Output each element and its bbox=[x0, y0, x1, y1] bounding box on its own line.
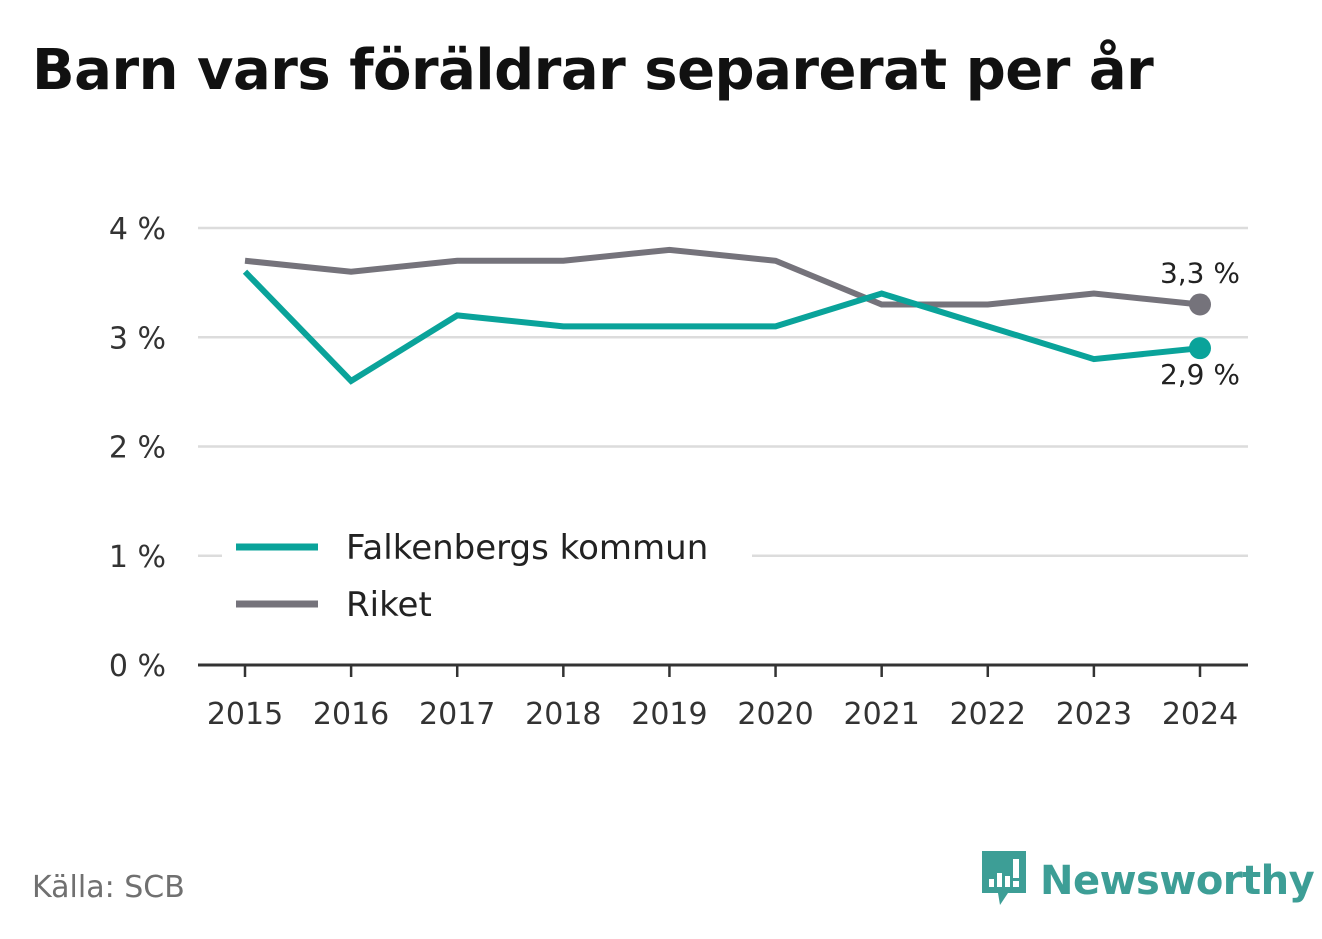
newsworthy-chat-bars-icon bbox=[980, 849, 1028, 913]
x-tick-label: 2021 bbox=[843, 697, 919, 732]
data-label: 3,3 % bbox=[1160, 256, 1240, 289]
legend-label: Riket bbox=[346, 585, 432, 625]
y-axis: 0 % 1 % 2 % 3 % 4 % bbox=[109, 212, 166, 684]
x-tick-label: 2022 bbox=[950, 697, 1026, 732]
series-end-point bbox=[1189, 337, 1211, 360]
y-tick-label: 0 % bbox=[109, 649, 166, 684]
brand-name: Newsworthy bbox=[1040, 858, 1315, 904]
line-chart: 0 % 1 % 2 % 3 % 4 % 2015 2016 2017 2018 2019 2020… bbox=[109, 212, 1248, 732]
data-label: 2,9 % bbox=[1160, 358, 1240, 391]
series-line bbox=[244, 246, 1201, 308]
legend: Falkenbergs kommun Riket bbox=[222, 519, 752, 628]
y-tick-label: 2 % bbox=[109, 431, 166, 466]
gridlines bbox=[198, 226, 1248, 557]
y-tick-label: 3 % bbox=[109, 321, 166, 356]
x-tick-label: 2016 bbox=[313, 697, 389, 732]
x-tick-label: 2020 bbox=[737, 697, 813, 732]
x-tick-label: 2017 bbox=[419, 697, 495, 732]
y-tick-label: 1 % bbox=[109, 540, 166, 575]
x-tick-label: 2018 bbox=[525, 697, 601, 732]
source-note: Källa: SCB bbox=[32, 870, 185, 905]
x-tick-label: 2023 bbox=[1056, 697, 1132, 732]
series-line bbox=[242, 269, 1201, 385]
chart-title: Barn vars föräldrar separerat per år bbox=[32, 38, 1154, 103]
brand-logo: Newsworthy bbox=[980, 849, 1315, 913]
x-tick-label: 2015 bbox=[207, 697, 283, 732]
x-axis: 2015 2016 2017 2018 2019 2020 2021 2022 2023 2024 bbox=[198, 663, 1248, 732]
x-tick-label: 2024 bbox=[1162, 697, 1238, 732]
series-end-point bbox=[1189, 293, 1211, 316]
legend-label: Falkenbergs kommun bbox=[346, 528, 708, 568]
x-tick-label: 2019 bbox=[631, 697, 707, 732]
series: 2,9 % 3,3 % bbox=[242, 246, 1240, 391]
y-tick-label: 4 % bbox=[109, 212, 166, 247]
